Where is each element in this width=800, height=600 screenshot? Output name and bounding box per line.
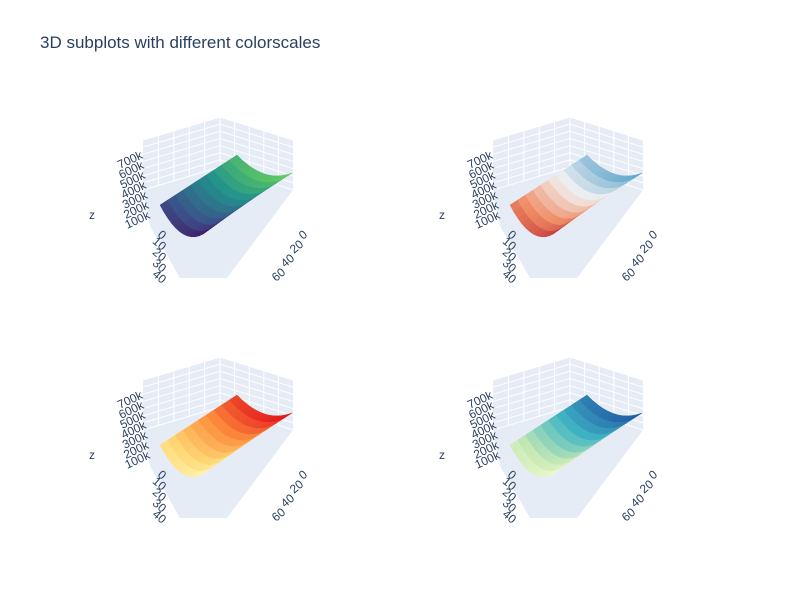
grid-z-left — [492, 130, 571, 155]
grid-z-left — [142, 159, 221, 184]
z-axis-label: z — [89, 448, 95, 462]
grid-z-right — [569, 130, 644, 155]
grid-z-right — [569, 145, 644, 170]
chart-title: 3D subplots with different colorscales — [40, 33, 321, 52]
grid-z-right — [569, 377, 644, 402]
grid-z-left — [142, 406, 221, 431]
grid-z-left — [492, 116, 571, 141]
grid-z-left — [142, 392, 221, 417]
grid-z-right — [219, 385, 294, 410]
surface-patch — [630, 172, 643, 180]
surface — [159, 154, 293, 238]
surface — [509, 154, 643, 238]
grid-z-left — [142, 377, 221, 402]
grid-z-left — [142, 116, 221, 141]
grid-z-right — [219, 392, 294, 417]
grid-z-left — [492, 370, 571, 395]
surface — [509, 394, 643, 478]
grid-z-right — [569, 123, 644, 148]
z-axis-label: z — [89, 208, 95, 222]
x-tick-label: 40 — [500, 507, 519, 527]
grid-z-left — [142, 370, 221, 395]
subplot-2[interactable]: 100k200k300k400k500k600k700kz01020304002… — [439, 116, 660, 287]
z-axis-label: z — [439, 208, 445, 222]
grid-lines — [142, 116, 294, 191]
subplot-1[interactable]: 100k200k300k400k500k600k700kz01020304002… — [89, 116, 310, 287]
grid-z-left — [492, 123, 571, 148]
grid-z-left — [492, 152, 571, 177]
surface-patch — [630, 412, 643, 420]
grid-z-right — [219, 152, 294, 177]
grid-z-left — [142, 123, 221, 148]
grid-z-left — [492, 166, 571, 191]
grid-z-right — [219, 356, 294, 381]
x-tick-label: 40 — [500, 267, 519, 287]
grid-z-right — [569, 363, 644, 388]
grid-z-left — [142, 145, 221, 170]
grid-z-left — [492, 137, 571, 162]
grid-z-left — [492, 145, 571, 170]
grid-z-right — [569, 370, 644, 395]
grid-z-right — [569, 385, 644, 410]
subplot-3[interactable]: 100k200k300k400k500k600k700kz01020304002… — [89, 356, 310, 527]
z-axis-label: z — [439, 448, 445, 462]
grid-lines — [142, 356, 294, 431]
grid-z-left — [142, 130, 221, 155]
grid-z-left — [142, 152, 221, 177]
grid-z-left — [492, 159, 571, 184]
surface — [159, 394, 293, 478]
grid-z-right — [219, 377, 294, 402]
grid-z-left — [492, 406, 571, 431]
grid-z-right — [219, 137, 294, 162]
grid-z-right — [569, 137, 644, 162]
surface-patch — [280, 412, 293, 420]
grid-z-right — [219, 123, 294, 148]
grid-z-left — [142, 385, 221, 410]
grid-z-left — [142, 137, 221, 162]
grid-z-left — [142, 356, 221, 381]
grid-z-right — [219, 116, 294, 141]
grid-z-left — [142, 363, 221, 388]
x-tick-label: 40 — [150, 507, 169, 527]
grid-z-right — [569, 356, 644, 381]
grid-z-left — [142, 399, 221, 424]
grid-z-right — [219, 145, 294, 170]
grid-z-left — [142, 166, 221, 191]
grid-z-right — [219, 370, 294, 395]
grid-z-right — [569, 392, 644, 417]
grid-z-right — [569, 152, 644, 177]
x-tick-label: 40 — [150, 267, 169, 287]
grid-z-left — [492, 363, 571, 388]
grid-z-right — [219, 363, 294, 388]
grid-z-left — [492, 392, 571, 417]
surface-patch — [280, 172, 293, 180]
grid-z-right — [219, 130, 294, 155]
grid-z-right — [569, 116, 644, 141]
grid-z-left — [492, 399, 571, 424]
grid-z-left — [492, 377, 571, 402]
grid-z-left — [492, 385, 571, 410]
grid-z-left — [492, 356, 571, 381]
